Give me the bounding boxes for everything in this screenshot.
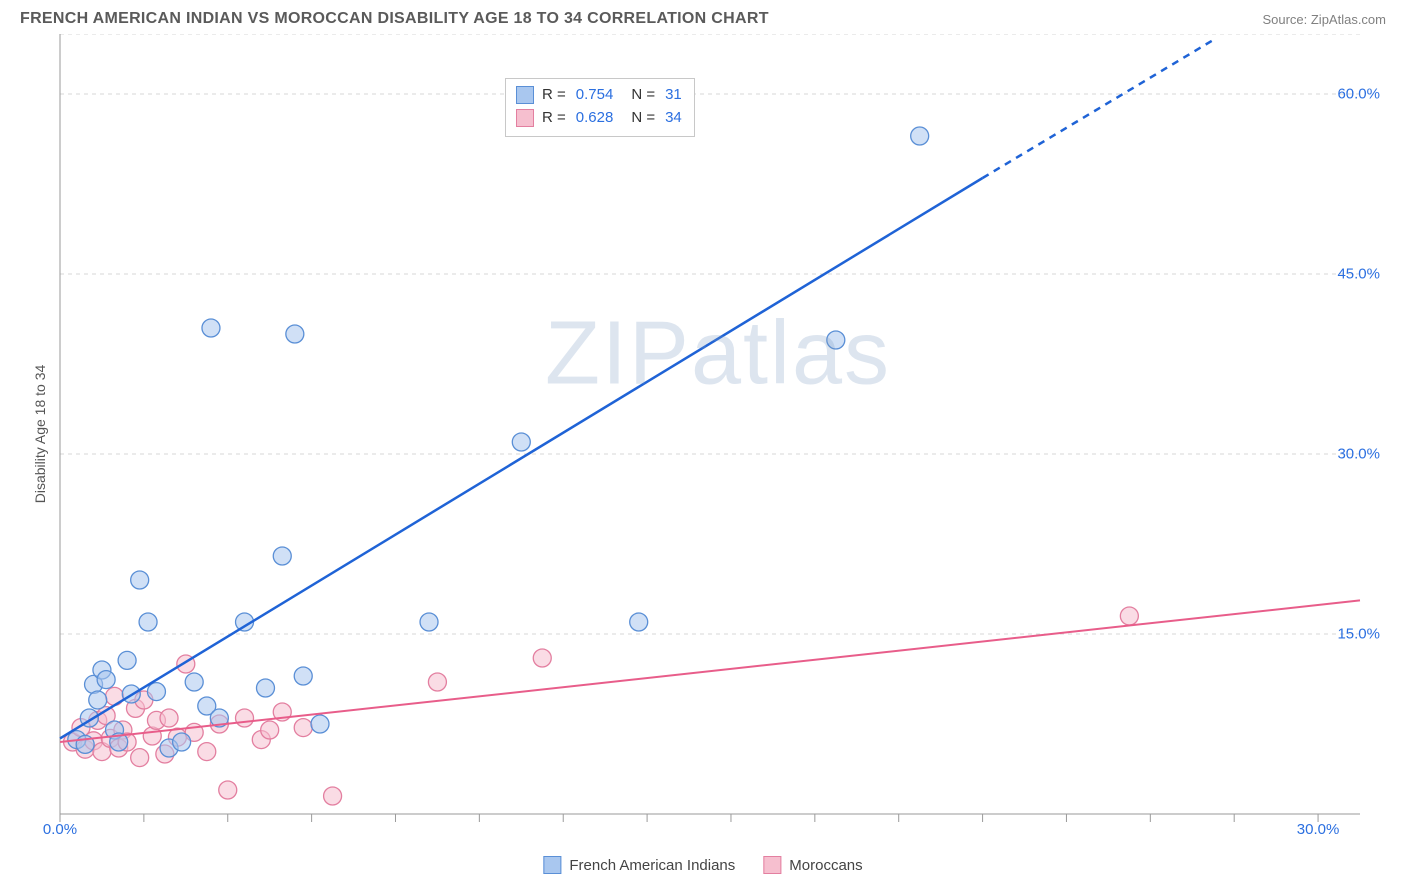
y-axis-label: Disability Age 18 to 34	[32, 365, 48, 504]
n-value: 34	[665, 106, 682, 129]
chart-header: FRENCH AMERICAN INDIAN VS MOROCCAN DISAB…	[0, 0, 1406, 34]
source-attribution: Source: ZipAtlas.com	[1262, 12, 1386, 27]
r-value: 0.628	[576, 106, 614, 129]
legend-bottom: French American Indians Moroccans	[543, 856, 862, 874]
legend-label: French American Indians	[569, 857, 735, 874]
legend-item: Moroccans	[763, 856, 862, 874]
y-tick-label: 60.0%	[1337, 86, 1380, 103]
series-swatch-icon	[516, 109, 534, 127]
r-label: R =	[542, 106, 566, 129]
n-label: N =	[631, 106, 655, 129]
stats-row: R = 0.754 N = 31	[516, 83, 684, 106]
n-value: 31	[665, 83, 682, 106]
r-value: 0.754	[576, 83, 614, 106]
chart-area: Disability Age 18 to 34 ZIPatlas R = 0.7…	[50, 34, 1386, 834]
n-label: N =	[631, 83, 655, 106]
y-tick-label: 45.0%	[1337, 266, 1380, 283]
legend-item: French American Indians	[543, 856, 735, 874]
y-tick-label: 15.0%	[1337, 626, 1380, 643]
legend-swatch-icon	[543, 856, 561, 874]
x-tick-label: 0.0%	[43, 821, 77, 838]
chart-title: FRENCH AMERICAN INDIAN VS MOROCCAN DISAB…	[20, 10, 769, 28]
source-site: ZipAtlas.com	[1311, 12, 1386, 27]
scatter-chart-svg	[50, 34, 1380, 834]
source-label: Source:	[1262, 12, 1310, 27]
r-label: R =	[542, 83, 566, 106]
series-swatch-icon	[516, 86, 534, 104]
correlation-stats-box: R = 0.754 N = 31 R = 0.628 N = 34	[505, 78, 695, 137]
stats-row: R = 0.628 N = 34	[516, 106, 684, 129]
legend-swatch-icon	[763, 856, 781, 874]
legend-label: Moroccans	[789, 857, 862, 874]
y-tick-label: 30.0%	[1337, 446, 1380, 463]
x-tick-label: 30.0%	[1297, 821, 1340, 838]
